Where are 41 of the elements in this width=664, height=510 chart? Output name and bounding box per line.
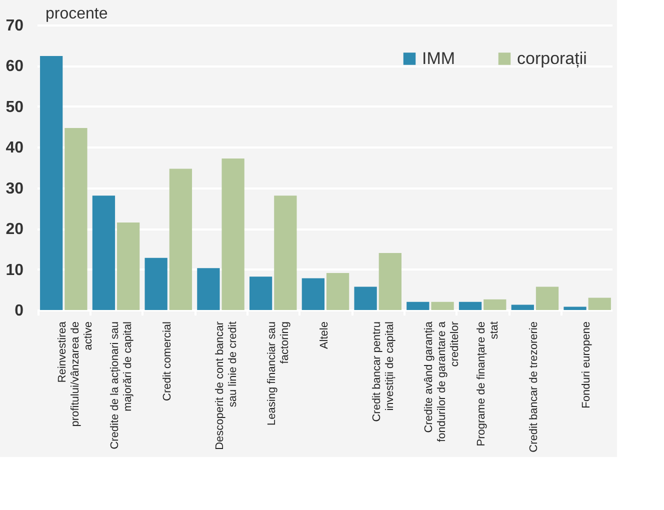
x-tick-label: Descoperit de cont bancar sau linie de credit bbox=[214, 321, 239, 450]
bar bbox=[92, 196, 116, 310]
bar bbox=[511, 304, 534, 310]
x-tick-label: Credit bancar de trezorerie bbox=[528, 322, 540, 452]
bar bbox=[458, 302, 482, 310]
bar bbox=[406, 302, 430, 310]
bar bbox=[197, 268, 220, 310]
bar bbox=[40, 56, 63, 310]
bar bbox=[169, 168, 192, 310]
bar bbox=[588, 298, 611, 310]
bar bbox=[326, 272, 350, 310]
bar bbox=[484, 299, 506, 310]
bar bbox=[431, 302, 454, 310]
x-tick-label: Altele bbox=[318, 322, 330, 350]
x-tick-label: Reinvestirea profitului/vânzarea de active bbox=[56, 320, 95, 427]
y-tick-label: 30 bbox=[6, 180, 24, 198]
y-tick-label: 20 bbox=[6, 221, 24, 238]
bar bbox=[249, 276, 272, 310]
x-tick-label: Programe de finanțare de stat bbox=[476, 322, 501, 446]
x-tick-label: Credit bancar pentru investiții de capital bbox=[370, 322, 396, 422]
x-tick-label: Credit comercial bbox=[161, 322, 174, 401]
bar bbox=[116, 222, 140, 310]
bar bbox=[64, 128, 88, 310]
bar bbox=[354, 286, 377, 310]
legend-label: corporații bbox=[517, 48, 587, 68]
bar bbox=[378, 253, 402, 310]
bar bbox=[536, 286, 559, 310]
bar bbox=[302, 278, 324, 310]
y-tick-label: 40 bbox=[6, 140, 24, 157]
y-tick-label: 10 bbox=[6, 262, 24, 279]
y-tick-label: 60 bbox=[6, 58, 24, 76]
y-tick-label: 70 bbox=[6, 18, 24, 34]
y-axis-title: procente bbox=[46, 6, 108, 22]
y-tick-label: 50 bbox=[6, 98, 24, 116]
bar bbox=[274, 196, 297, 310]
bar bbox=[144, 258, 168, 310]
y-tick-label: 0 bbox=[14, 302, 24, 320]
bar bbox=[222, 158, 244, 310]
legend-label: IMM bbox=[422, 48, 456, 68]
bar bbox=[564, 306, 586, 310]
x-tick-label: Fonduri europene bbox=[580, 322, 592, 408]
